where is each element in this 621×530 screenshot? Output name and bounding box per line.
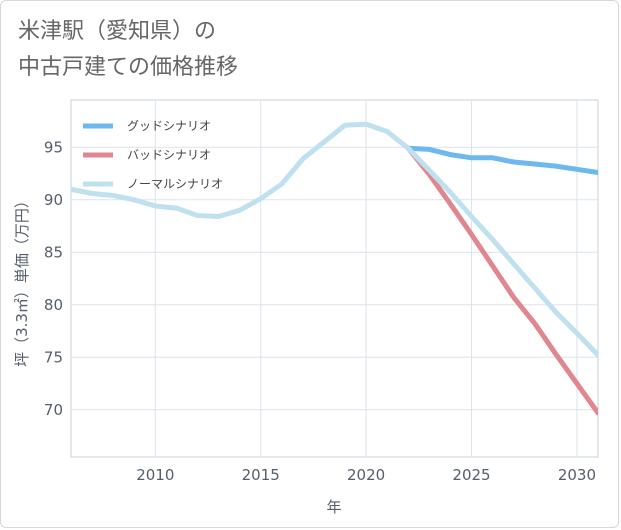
chart-title: 米津駅（愛知県）の 中古戸建ての価格推移 <box>18 14 238 86</box>
x-tick-label: 2030 <box>558 466 596 484</box>
y-tick-label: 95 <box>44 138 63 156</box>
series-line-good <box>405 145 598 175</box>
y-tick-label: 85 <box>44 243 63 261</box>
chart-title-line1: 米津駅（愛知県）の <box>18 19 217 44</box>
series-line-normal <box>71 121 598 358</box>
legend-label-normal: ノーマルシナリオ <box>127 177 223 191</box>
x-tick-label: 2010 <box>136 466 174 484</box>
legend-label-bad: バッドシナリオ <box>127 148 211 162</box>
legend-label-good: グッドシナリオ <box>127 119 211 133</box>
grid-lines <box>71 100 598 457</box>
axis-ticks: 2010 2015 2020 2025 2030 70 75 80 85 90 95 <box>44 138 596 484</box>
y-tick-label: 80 <box>44 296 63 314</box>
y-tick-label: 90 <box>44 191 63 209</box>
x-axis-title: 年 <box>326 498 341 516</box>
chart-title-line2: 中古戸建ての価格推移 <box>18 55 239 80</box>
x-tick-label: 2025 <box>452 466 490 484</box>
x-tick-label: 2020 <box>347 466 385 484</box>
y-tick-label: 75 <box>44 348 63 366</box>
y-axis-title: 坪（3.3㎡）単価（万円） <box>13 193 31 367</box>
series-lines <box>71 121 598 416</box>
x-tick-label: 2015 <box>242 466 280 484</box>
y-tick-label: 70 <box>44 401 63 419</box>
series-line-bad <box>405 145 598 416</box>
